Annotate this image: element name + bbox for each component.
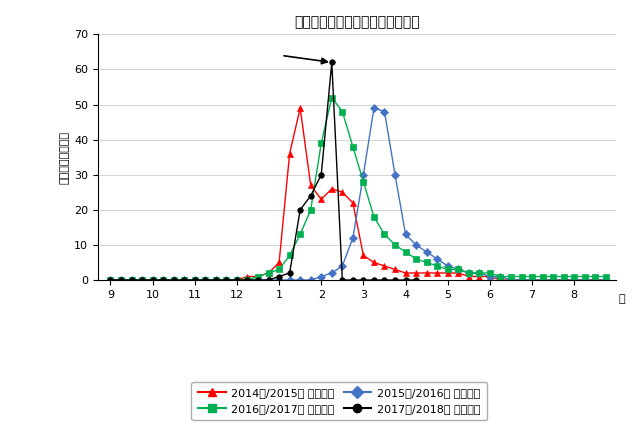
- Title: インフルエンザ（埼玉県）報告数: インフルエンザ（埼玉県）報告数: [294, 15, 420, 29]
- Legend: 2014年/2015年 シーズン, 2016年/2017年 シーズン, 2015年/2016年 シーズン, 2017年/2018年 シーズン: 2014年/2015年 シーズン, 2016年/2017年 シーズン, 2015…: [191, 382, 487, 420]
- Text: 月: 月: [618, 294, 625, 304]
- Y-axis label: 定点当たり報告数: 定点当たり報告数: [60, 131, 70, 184]
